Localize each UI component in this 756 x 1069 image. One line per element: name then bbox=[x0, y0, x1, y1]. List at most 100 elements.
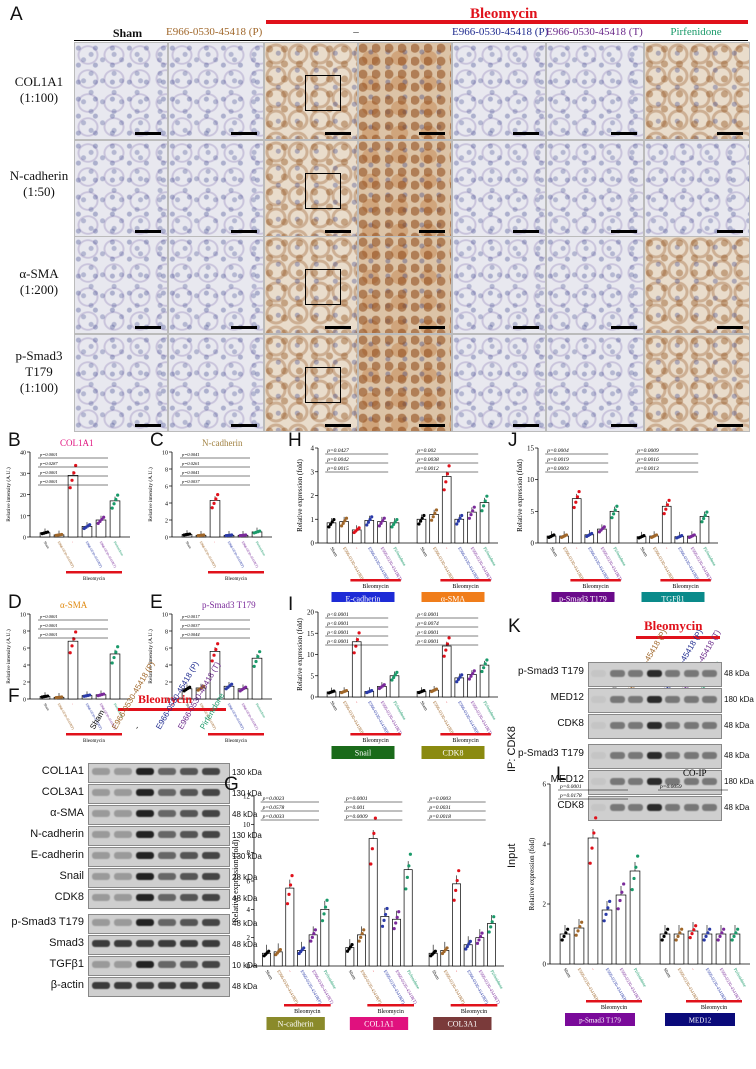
y-tick-label: 0 bbox=[165, 698, 168, 704]
x-tick-label: - bbox=[665, 546, 670, 550]
data-point bbox=[452, 898, 456, 902]
data-point bbox=[444, 648, 448, 652]
histology-image-r1-c2 bbox=[264, 140, 358, 238]
y-tick-label: 15 bbox=[307, 630, 315, 638]
scale-bar bbox=[419, 326, 445, 329]
band bbox=[646, 722, 662, 729]
x-tick-label: Sham bbox=[329, 546, 339, 558]
data-point bbox=[381, 519, 385, 523]
data-point bbox=[354, 644, 358, 648]
band bbox=[591, 778, 606, 785]
col-label-bleo-t: E966-0530-45418 (T) bbox=[546, 26, 643, 38]
data-point bbox=[702, 516, 706, 521]
x-tick-label: E966-0530-45418(P) bbox=[199, 541, 218, 569]
band bbox=[646, 696, 662, 703]
data-point bbox=[395, 915, 399, 919]
band bbox=[92, 873, 110, 880]
kda-label: 48 kDa bbox=[724, 669, 750, 678]
scale-bar bbox=[717, 424, 743, 427]
bar bbox=[559, 933, 571, 965]
histology-image-r1-c3 bbox=[358, 140, 452, 238]
data-point bbox=[395, 517, 399, 522]
bar bbox=[285, 887, 295, 967]
band bbox=[136, 919, 154, 926]
p-value: p=0.0038 bbox=[416, 457, 439, 463]
histology-image-r3-c4 bbox=[452, 334, 546, 432]
p-value: p=0.0037 bbox=[181, 623, 200, 628]
data-point bbox=[390, 525, 394, 529]
band bbox=[114, 982, 132, 989]
band bbox=[628, 696, 643, 703]
data-point bbox=[70, 644, 74, 648]
p-value: p=0.0001 bbox=[39, 470, 58, 475]
x-tick-label: E966-0530-45418(P) bbox=[443, 969, 467, 1005]
data-point bbox=[325, 898, 329, 902]
bleomycin-label: Bleomycin bbox=[452, 738, 478, 744]
band bbox=[180, 961, 198, 968]
band bbox=[92, 852, 110, 859]
data-point bbox=[332, 517, 336, 522]
bleomycin-line bbox=[440, 733, 491, 736]
y-tick-label: 2 bbox=[543, 901, 547, 909]
p-value: p=0.0003 bbox=[546, 466, 569, 472]
band bbox=[180, 982, 198, 989]
bar bbox=[467, 511, 477, 544]
group-label: Snail bbox=[355, 749, 372, 758]
y-tick-label: 10 bbox=[162, 613, 168, 619]
data-point bbox=[372, 831, 376, 835]
p-value: p=0.0031 bbox=[428, 805, 451, 811]
group-label: N-cadherin bbox=[278, 1020, 314, 1029]
data-point bbox=[417, 522, 421, 526]
panel-label-j: J bbox=[508, 430, 518, 451]
band bbox=[609, 722, 625, 729]
data-point bbox=[630, 888, 634, 892]
panel-label-e: E bbox=[150, 592, 163, 613]
data-point bbox=[664, 507, 668, 511]
data-point bbox=[112, 502, 116, 506]
y-tick-label: 30 bbox=[20, 472, 26, 478]
data-point bbox=[323, 905, 328, 909]
data-point bbox=[482, 666, 486, 670]
data-point bbox=[96, 521, 100, 525]
band bbox=[114, 789, 132, 796]
y-tick-label: 10 bbox=[20, 514, 26, 520]
bleomycin-label: Bleomycin bbox=[452, 584, 478, 590]
p-value: p=0.0044 bbox=[181, 632, 200, 637]
band bbox=[202, 810, 220, 817]
data-point bbox=[419, 519, 423, 523]
p-value: p<0.0001 bbox=[416, 630, 439, 636]
x-tick-label: Sham bbox=[43, 703, 51, 712]
data-point bbox=[469, 512, 473, 517]
data-point bbox=[445, 472, 450, 476]
data-point bbox=[112, 655, 116, 660]
data-point bbox=[407, 864, 411, 868]
scale-bar bbox=[135, 230, 161, 233]
band bbox=[136, 789, 154, 796]
data-point bbox=[460, 513, 464, 518]
bleomycin-title: Bleomycin bbox=[470, 6, 538, 22]
data-point bbox=[100, 517, 104, 521]
band bbox=[202, 940, 220, 947]
p-value: p=0.002 bbox=[416, 448, 436, 454]
y-tick-label: 2 bbox=[23, 681, 26, 687]
bleomycin-bar bbox=[636, 636, 720, 639]
band bbox=[609, 752, 625, 759]
y-tick-label: 4 bbox=[165, 502, 168, 508]
p-value: p=0.0041 bbox=[181, 470, 200, 475]
data-point bbox=[68, 486, 72, 490]
histology-image-r3-c5 bbox=[546, 334, 644, 432]
blot-row-label: CDK8 bbox=[557, 718, 584, 729]
band bbox=[92, 961, 110, 968]
y-tick-label: 10 bbox=[243, 821, 251, 829]
y-tick-label: 8 bbox=[165, 630, 168, 636]
data-point bbox=[694, 924, 698, 928]
p-value: p=0.0003 bbox=[428, 796, 451, 802]
band bbox=[702, 722, 717, 729]
y-tick-label: 8 bbox=[247, 849, 251, 857]
data-point bbox=[329, 522, 333, 527]
data-point bbox=[674, 938, 678, 942]
data-point bbox=[88, 523, 92, 527]
y-axis-label: Relative intensity (A.U.) bbox=[5, 467, 12, 522]
scale-bar bbox=[135, 132, 161, 135]
p-value: p=0.0015 bbox=[326, 466, 349, 472]
